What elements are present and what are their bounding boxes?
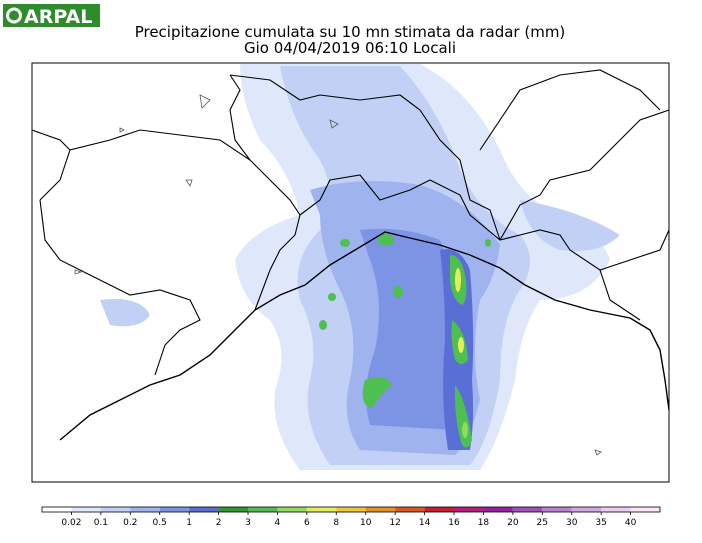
- precipitation: [100, 64, 620, 470]
- map: [31, 62, 670, 483]
- rain-light: [520, 200, 620, 251]
- rain-core: [455, 268, 461, 292]
- color-swatch: [454, 507, 484, 512]
- colorbar-label: 25: [537, 518, 548, 528]
- lake: [74, 94, 602, 456]
- color-swatch: [571, 507, 602, 512]
- colorbar-label: 20: [507, 518, 519, 528]
- color-swatch: [277, 507, 307, 512]
- color-swatch: [189, 507, 219, 512]
- boundaries: [32, 69, 669, 456]
- colorbar-label: 0.2: [123, 518, 137, 528]
- color-swatch: [542, 507, 572, 512]
- border: [599, 269, 641, 321]
- colorbar-label: 8: [333, 518, 339, 528]
- color-swatch: [248, 507, 278, 512]
- colorbar: 0.02 0.1 0.2 0.5 1 2 3 4 6 8 10 12 14 16 18 20 25 30 35 40: [41, 506, 661, 528]
- border: [229, 74, 501, 241]
- color-swatch: [365, 507, 396, 512]
- colorbar-label: 35: [595, 518, 606, 528]
- colorbar-label: 18: [478, 518, 490, 528]
- color-swatch: [130, 507, 160, 512]
- color-swatch: [306, 507, 337, 512]
- color-swatch: [159, 507, 190, 512]
- rain-core: [462, 422, 468, 438]
- logo-icon-inner: [9, 10, 19, 21]
- logo-bg: [3, 4, 100, 27]
- color-swatch: [483, 507, 513, 512]
- color-swatch: [395, 507, 425, 512]
- colorbar-label: 0.5: [153, 518, 167, 528]
- colorbar-label: 3: [245, 518, 251, 528]
- border: [229, 74, 251, 161]
- map-frame: [31, 62, 670, 483]
- colorbar-label: 4: [275, 518, 281, 528]
- border: [299, 174, 669, 271]
- rain-core: [485, 239, 491, 247]
- rain-core: [378, 234, 394, 246]
- colorbar-label: 0.1: [94, 518, 108, 528]
- subtitle: Gio 04/04/2019 06:10 Locali: [244, 39, 456, 57]
- colorbar-label: 40: [625, 518, 637, 528]
- border: [499, 109, 669, 241]
- rain-core: [340, 239, 350, 247]
- rain-core: [319, 320, 327, 330]
- rain-core: [328, 293, 336, 301]
- color-swatch: [71, 507, 101, 512]
- colorbar-label: 14: [419, 518, 431, 528]
- coastline: [59, 231, 669, 441]
- border: [479, 69, 661, 151]
- rain-light: [100, 299, 150, 327]
- colorbar-label: 16: [448, 518, 460, 528]
- colorbar-label: 6: [304, 518, 310, 528]
- rain-core: [362, 376, 392, 408]
- colorbar-label: 2: [216, 518, 222, 528]
- rain-core: [393, 286, 403, 298]
- colorbar-label: 12: [389, 518, 400, 528]
- colorbar-label: 1: [186, 518, 192, 528]
- colorbar-frame: [41, 506, 661, 513]
- color-swatch: [601, 507, 631, 512]
- title: Precipitazione cumulata su 10 mn stimata…: [135, 23, 566, 41]
- border: [39, 199, 201, 376]
- color-swatch: [336, 507, 366, 512]
- colorbar-label: 10: [360, 518, 372, 528]
- logo-text: ARPAL: [24, 6, 92, 28]
- color-swatch: [100, 507, 131, 512]
- color-swatch: [630, 507, 660, 512]
- color-swatch: [424, 507, 454, 512]
- colorbar-label: 0.02: [61, 518, 81, 528]
- color-swatch: [218, 507, 248, 512]
- color-swatch: [512, 507, 543, 512]
- logo: ARPAL: [3, 4, 100, 28]
- rain-core: [458, 337, 464, 353]
- colorbar-label: 30: [566, 518, 578, 528]
- border: [32, 129, 71, 151]
- color-swatch: [42, 507, 72, 512]
